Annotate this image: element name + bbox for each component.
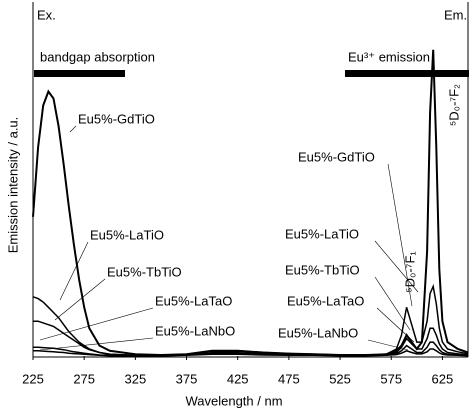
leader-line bbox=[387, 163, 413, 307]
x-tick-label: 625 bbox=[432, 371, 454, 386]
x-tick-label: 325 bbox=[125, 371, 147, 386]
series-line bbox=[32, 49, 469, 357]
leader-line bbox=[54, 278, 106, 321]
leader-line bbox=[59, 241, 89, 301]
series-label: Eu5%-TbTiO bbox=[107, 264, 182, 279]
leader-line bbox=[374, 240, 419, 293]
x-tick-label: 475 bbox=[278, 371, 300, 386]
series-label: Eu5%-LaTiO bbox=[90, 227, 164, 242]
leader-line bbox=[39, 337, 154, 351]
annotation: Ex. bbox=[37, 7, 56, 22]
x-axis-label: Wavelength / nm bbox=[185, 393, 282, 408]
x-tick-label: 425 bbox=[227, 371, 249, 386]
series-line bbox=[33, 348, 469, 357]
annotation: ⁵D₀-⁷F₁ bbox=[402, 251, 417, 293]
leader-line bbox=[39, 307, 154, 341]
annotation: Em. bbox=[444, 7, 467, 22]
series-label: Eu5%-LaNbO bbox=[278, 325, 358, 340]
x-tick-label: 575 bbox=[380, 371, 402, 386]
leader-line bbox=[374, 276, 411, 331]
annotation: Eu³⁺ emission bbox=[348, 49, 430, 64]
series-label: Eu5%-LaTiO bbox=[285, 226, 359, 241]
series-label: Eu5%-GdTiO bbox=[298, 149, 375, 164]
series-label: Eu5%-LaTaO bbox=[287, 293, 364, 308]
x-tick-label: 525 bbox=[329, 371, 351, 386]
x-tick-label: 275 bbox=[73, 371, 95, 386]
leader-line bbox=[367, 339, 409, 351]
y-axis-label: Emission intensity / a.u. bbox=[5, 117, 20, 254]
emission-bar bbox=[345, 70, 469, 77]
series-label: Eu5%-TbTiO bbox=[285, 262, 360, 277]
x-tick-label: 375 bbox=[176, 371, 198, 386]
annotation: ⁵D₀-⁷F₂ bbox=[446, 84, 461, 126]
leader-line bbox=[376, 307, 415, 343]
series-line bbox=[33, 320, 469, 357]
absorption-bar bbox=[34, 70, 125, 77]
x-tick-label: 225 bbox=[22, 371, 44, 386]
annotation: bandgap absorption bbox=[40, 49, 155, 64]
series-label: Eu5%-LaTaO bbox=[155, 293, 232, 308]
series-label: Eu5%-GdTiO bbox=[78, 111, 155, 126]
series-label: Eu5%-LaNbO bbox=[155, 323, 235, 338]
leader-line bbox=[69, 125, 77, 133]
